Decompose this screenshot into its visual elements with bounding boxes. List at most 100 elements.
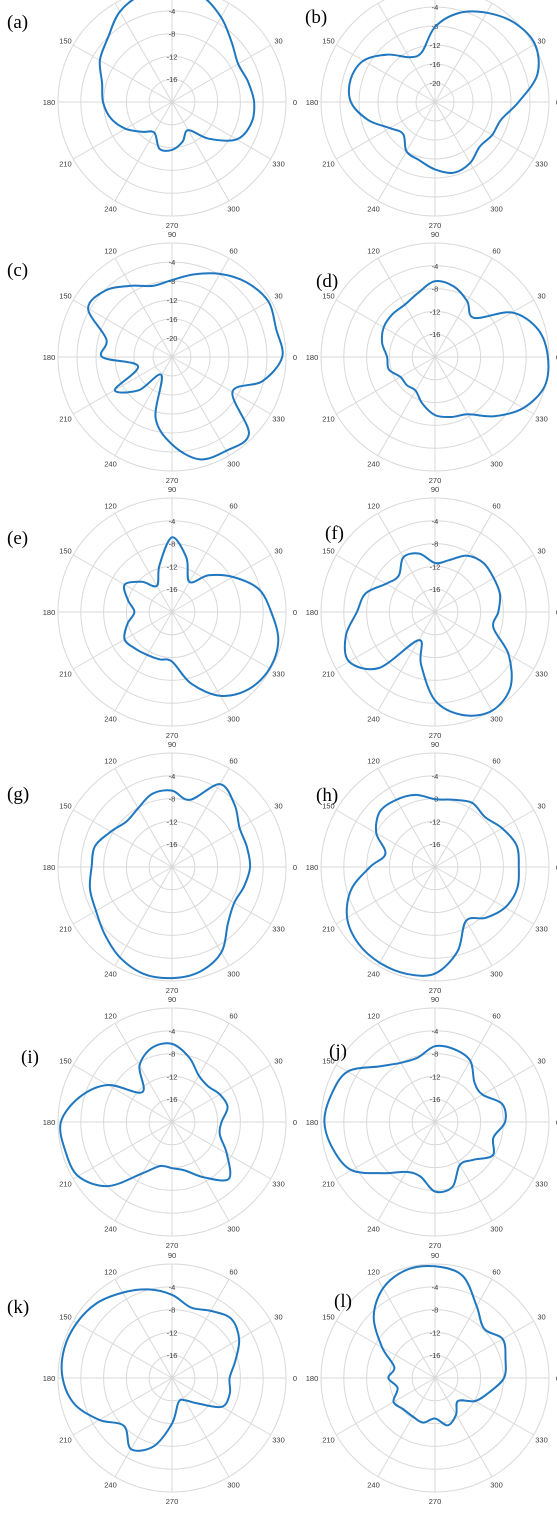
grid-spoke — [377, 611, 436, 711]
radial-tick-label: -8 — [169, 795, 176, 804]
angle-tick-label: 210 — [59, 1436, 72, 1445]
angle-tick-label: 30 — [537, 802, 545, 811]
angle-tick-label: 120 — [104, 1267, 117, 1276]
grid-spoke — [336, 1064, 436, 1123]
angle-tick-label: 150 — [322, 1057, 335, 1066]
polar-plot: 0306090120150180210240270300330-4-8-12-1… — [43, 0, 300, 230]
grid-spoke — [171, 611, 271, 670]
angle-tick-label: 0 — [293, 1374, 297, 1383]
radial-tick-label: -8 — [169, 1050, 176, 1059]
angle-tick-label: 210 — [59, 925, 72, 934]
grid-spoke — [171, 1121, 271, 1180]
grid-spoke — [114, 356, 173, 456]
radial-tick-label: -16 — [167, 585, 178, 594]
angle-tick-label: 30 — [274, 1057, 282, 1066]
grid-spoke — [114, 866, 173, 966]
radial-tick-label: -4 — [169, 1283, 176, 1292]
grid-spoke — [114, 1377, 173, 1477]
radial-tick-label: -12 — [430, 562, 441, 571]
panel-label: (g) — [7, 784, 30, 805]
grid-spoke — [171, 1064, 271, 1123]
angle-tick-label: 270 — [166, 476, 179, 485]
angle-tick-label: 270 — [166, 1497, 179, 1506]
angle-tick-label: 270 — [166, 731, 179, 740]
angle-tick-label: 30 — [274, 547, 282, 556]
polar-plot: 0306090120150180210240270300330-4-8-12-1… — [306, 484, 557, 740]
angle-tick-label: 90 — [431, 740, 439, 749]
grid-spoke — [171, 101, 271, 160]
grid-spoke — [434, 809, 534, 868]
angle-tick-label: 210 — [322, 670, 335, 679]
grid-spoke — [377, 1023, 436, 1123]
radial-tick-label: -16 — [430, 330, 441, 339]
angle-tick-label: 240 — [104, 1225, 117, 1234]
angle-tick-label: 180 — [43, 1118, 56, 1127]
polar-svg: 0306090120150180210240270300330-4-8-12-1… — [306, 740, 557, 995]
angle-tick-label: 150 — [322, 1313, 335, 1322]
angle-tick-label: 60 — [229, 501, 237, 510]
grid-spoke — [377, 513, 436, 613]
grid-spoke — [377, 258, 436, 358]
angle-tick-label: 0 — [293, 1118, 297, 1127]
angle-tick-label: 150 — [322, 37, 335, 46]
grid-spoke — [434, 1023, 493, 1123]
grid-spoke — [73, 1377, 173, 1436]
angle-tick-label: 330 — [535, 415, 548, 424]
panel-label: (i) — [21, 1047, 39, 1068]
panel-label: (f) — [325, 523, 344, 544]
angle-tick-label: 90 — [168, 1251, 176, 1260]
radial-tick-label: -12 — [167, 817, 178, 826]
grid-spoke — [336, 101, 436, 160]
grid-spoke — [171, 866, 271, 925]
radial-tick-label: -12 — [430, 307, 441, 316]
radiation-pattern-line — [87, 272, 284, 461]
angle-tick-label: 210 — [322, 1180, 335, 1189]
panel-label: (h) — [316, 785, 339, 806]
panel-label: (d) — [316, 271, 339, 292]
angle-tick-label: 270 — [429, 731, 442, 740]
grid-spoke — [114, 1279, 173, 1379]
radial-tick-label: -8 — [432, 1050, 439, 1059]
angle-tick-label: 240 — [104, 205, 117, 214]
panel-label: (j) — [329, 1041, 347, 1062]
grid-spoke — [114, 611, 173, 711]
angle-tick-label: 300 — [227, 715, 240, 724]
angle-tick-label: 90 — [168, 995, 176, 1004]
radial-tick-label: -12 — [167, 1072, 178, 1081]
radial-tick-label: -16 — [167, 1351, 178, 1360]
angle-tick-label: 0 — [293, 863, 297, 872]
angle-tick-label: 270 — [429, 476, 442, 485]
radiation-pattern-line — [345, 793, 520, 977]
angle-tick-label: 30 — [537, 37, 545, 46]
angle-tick-label: 60 — [229, 756, 237, 765]
angle-tick-label: 150 — [59, 292, 72, 301]
angle-tick-label: 270 — [166, 1241, 179, 1250]
angle-tick-label: 30 — [537, 1313, 545, 1322]
radiation-pattern-line — [59, 1042, 232, 1188]
grid-spoke — [73, 554, 173, 613]
angle-tick-label: 210 — [59, 1180, 72, 1189]
grid-spoke — [377, 3, 436, 103]
grid-spoke — [336, 1121, 436, 1180]
radial-tick-label: -8 — [432, 1306, 439, 1315]
polar-plot: 0306090120150180210240270300330-4-8-12-1… — [306, 1250, 557, 1506]
grid-spoke — [73, 1064, 173, 1123]
radiation-pattern-line — [343, 552, 513, 717]
radial-tick-label: -8 — [169, 277, 176, 286]
radial-tick-label: -16 — [167, 840, 178, 849]
panel-label: (l) — [334, 1291, 352, 1312]
radial-tick-label: -4 — [432, 517, 439, 526]
grid-spoke — [434, 611, 534, 670]
radiation-pattern-line — [347, 10, 540, 174]
angle-tick-label: 150 — [322, 292, 335, 301]
grid-spoke — [171, 1320, 271, 1379]
grid-spoke — [171, 1377, 230, 1477]
angle-tick-label: 330 — [535, 1436, 548, 1445]
grid-spoke — [434, 258, 493, 358]
angle-tick-label: 300 — [490, 460, 503, 469]
